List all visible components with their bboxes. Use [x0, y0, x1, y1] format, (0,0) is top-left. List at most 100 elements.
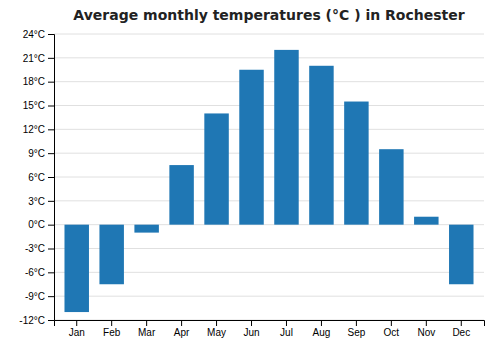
x-tick: Apr	[174, 320, 190, 338]
tick-mark	[356, 320, 357, 326]
bar	[379, 149, 403, 224]
x-tick: Oct	[384, 320, 400, 338]
grid-line	[54, 34, 484, 35]
y-tick: 12°C	[23, 124, 54, 135]
tick-label: May	[207, 327, 226, 338]
y-tick: 24°C	[23, 29, 54, 40]
grid-line	[54, 153, 484, 154]
axis-line	[48, 35, 55, 321]
tick-label: Feb	[103, 327, 121, 338]
grid	[54, 34, 484, 320]
tick-mark	[48, 34, 54, 35]
bar	[204, 113, 228, 224]
y-tick: 6°C	[28, 172, 54, 183]
tick-label: Sep	[347, 327, 365, 338]
tick-label: -12°C	[19, 315, 45, 326]
x-axis: Jan Feb Mar Apr May Jun Jul Aug Sep Oct Nov Dec	[55, 320, 485, 338]
y-tick: -3°C	[25, 243, 54, 254]
tick-label: 21°C	[23, 53, 45, 64]
y-tick: 18°C	[23, 76, 54, 87]
x-tick: Aug	[313, 320, 331, 338]
tick-mark	[48, 153, 54, 154]
x-tick: Dec	[452, 320, 470, 338]
bars	[64, 50, 473, 312]
tick-label: Aug	[313, 327, 331, 338]
tick-mark	[181, 320, 182, 326]
grid-line	[54, 81, 484, 82]
tick-mark	[461, 320, 462, 326]
grid-line	[54, 57, 484, 58]
bar	[64, 225, 88, 312]
tick-mark	[48, 201, 54, 202]
tick-mark	[391, 320, 392, 326]
tick-mark	[48, 106, 54, 107]
tick-mark	[48, 82, 54, 83]
bar	[134, 225, 158, 233]
y-tick: 9°C	[28, 148, 54, 159]
grid-line	[54, 177, 484, 178]
grid-line	[54, 105, 484, 106]
tick-label: Mar	[138, 327, 156, 338]
tick-label: Dec	[452, 327, 470, 338]
bar	[169, 165, 193, 225]
axis-line	[55, 321, 485, 327]
grid-line	[54, 129, 484, 130]
tick-label: Oct	[384, 327, 400, 338]
tick-label: Nov	[417, 327, 435, 338]
tick-label: Jul	[280, 327, 293, 338]
y-tick: -12°C	[19, 315, 54, 326]
y-tick: 15°C	[23, 100, 54, 111]
tick-mark	[48, 225, 54, 226]
tick-label: 6°C	[28, 172, 45, 183]
tick-mark	[48, 249, 54, 250]
x-tick: Sep	[347, 320, 365, 338]
grid-line	[54, 296, 484, 297]
tick-mark	[426, 320, 427, 326]
plot: -12°C -9°C -6°C -3°C 0°C 3°C 6°C 9°C 12°C 15°C 18°…	[19, 29, 484, 338]
tick-mark	[48, 177, 54, 178]
y-tick: -6°C	[25, 267, 54, 278]
bar	[344, 102, 368, 225]
tick-mark	[48, 320, 54, 321]
tick-mark	[111, 320, 112, 326]
tick-label: Apr	[174, 327, 190, 338]
y-tick: 3°C	[28, 196, 54, 207]
tick-label: Jan	[69, 327, 85, 338]
tick-label: Jun	[243, 327, 259, 338]
y-tick: 0°C	[28, 219, 54, 230]
x-tick: May	[207, 320, 226, 338]
bar	[449, 225, 473, 285]
tick-mark	[48, 272, 54, 273]
bar	[99, 225, 123, 285]
y-tick: 21°C	[23, 53, 54, 64]
tick-mark	[321, 320, 322, 326]
title: Average monthly temperatures (°C ) in Ro…	[73, 7, 464, 23]
grid-line	[54, 200, 484, 201]
tick-mark	[48, 129, 54, 130]
tick-mark	[48, 58, 54, 59]
y-tick: -9°C	[25, 291, 54, 302]
tick-mark	[251, 320, 252, 326]
x-tick: Jun	[243, 320, 259, 338]
tick-label: 15°C	[23, 100, 45, 111]
tick-label: 3°C	[28, 196, 45, 207]
x-tick: Jul	[280, 320, 293, 338]
bar	[309, 66, 333, 225]
chart: -12°C -9°C -6°C -3°C 0°C 3°C 6°C 9°C 12°C 15°C 18°…	[0, 0, 500, 350]
tick-label: 9°C	[28, 148, 45, 159]
tick-label: 24°C	[23, 29, 45, 40]
tick-mark	[216, 320, 217, 326]
x-tick: Nov	[417, 320, 435, 338]
x-tick: Mar	[138, 320, 156, 338]
bar	[274, 50, 298, 225]
tick-label: -9°C	[25, 291, 45, 302]
tick-label: 0°C	[28, 219, 45, 230]
bar	[239, 70, 263, 225]
x-tick: Feb	[103, 320, 121, 338]
tick-mark	[146, 320, 147, 326]
tick-label: -6°C	[25, 267, 45, 278]
tick-label: -3°C	[25, 243, 45, 254]
tick-mark	[76, 320, 77, 326]
tick-mark	[48, 296, 54, 297]
tick-label: 12°C	[23, 124, 45, 135]
